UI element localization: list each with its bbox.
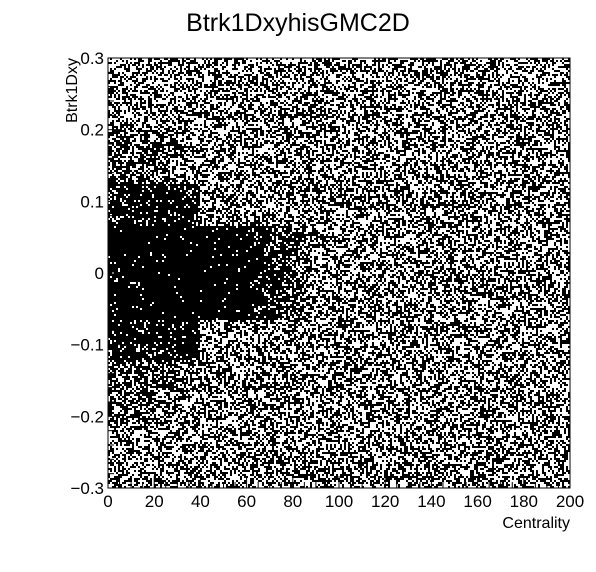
- scatter-points: [108, 58, 570, 488]
- x-tick-label: 0: [103, 492, 112, 511]
- y-tick-label: −0.2: [70, 407, 104, 426]
- x-axis-tick-labels: 0 20 40 60 80 100 120 140 160 180 200: [103, 492, 584, 511]
- x-tick-label: 160: [463, 492, 491, 511]
- x-tick-label: 180: [510, 492, 538, 511]
- x-axis-ticks: [107, 476, 571, 488]
- y-tick-label: 0.1: [80, 192, 104, 211]
- y-tick-label: 0: [95, 264, 104, 283]
- y-tick-label: 0.3: [80, 49, 104, 68]
- y-tick-label: −0.1: [70, 336, 104, 355]
- x-tick-label: 80: [283, 492, 302, 511]
- y-tick-label: 0.2: [80, 121, 104, 140]
- y-axis-title: Btrk1Dxy: [64, 58, 81, 123]
- x-tick-label: 60: [237, 492, 256, 511]
- x-tick-label: 200: [556, 492, 584, 511]
- x-axis-title: Centrality: [502, 515, 570, 532]
- scatter-point-cloud: [108, 58, 570, 488]
- x-tick-label: 20: [145, 492, 164, 511]
- y-axis-ticks: [108, 57, 120, 489]
- y-tick-label: −0.3: [70, 479, 104, 498]
- chart-title: Btrk1DxyhisGMC2D: [186, 9, 410, 37]
- y-axis-tick-labels: −0.3 −0.2 −0.1 0 0.1 0.2 0.3: [70, 49, 104, 498]
- plot-area: [107, 57, 571, 489]
- x-tick-label: 40: [191, 492, 210, 511]
- x-tick-label: 100: [325, 492, 353, 511]
- x-tick-label: 140: [417, 492, 445, 511]
- x-tick-label: 120: [371, 492, 399, 511]
